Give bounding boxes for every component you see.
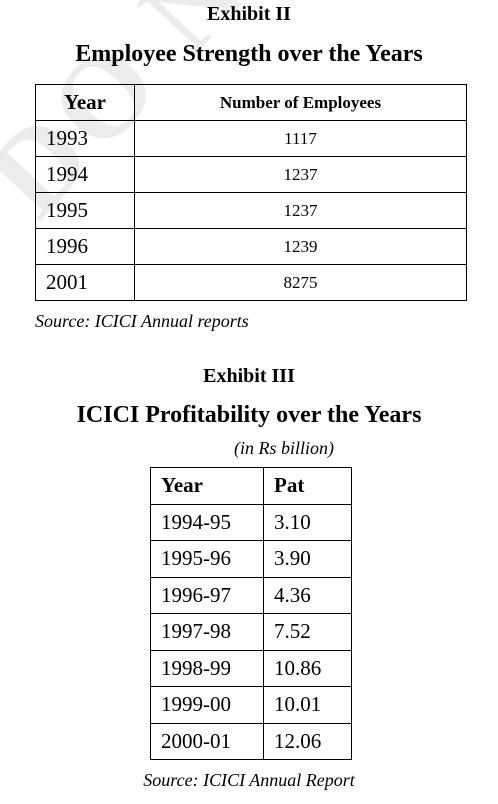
table-cell: 8275 [134, 264, 467, 301]
table-row: 1999-00 10.01 [150, 686, 352, 724]
header-cell: Year [150, 467, 264, 505]
table-cell: 1998-99 [150, 649, 264, 687]
exhibit-title: Employee Strength over the Years [75, 41, 423, 67]
table-cell: 1237 [134, 156, 467, 193]
table-cell: 1237 [134, 192, 467, 229]
table-cell: 2000-01 [150, 722, 264, 760]
table-row: 1994-95 3.10 [150, 503, 352, 541]
table-cell: 1239 [134, 228, 467, 265]
table-cell: 1997-98 [150, 613, 264, 651]
table-row: 1995-96 3.90 [150, 540, 352, 578]
table-cell: 3.10 [263, 503, 352, 541]
table-row: 1996 1239 [35, 228, 467, 265]
table-cell: 1996-97 [150, 576, 264, 614]
table-cell: 10.01 [263, 686, 352, 724]
table-row: 1998-99 10.86 [150, 649, 352, 687]
table-row: 1994 1237 [35, 156, 467, 193]
table-cell: 1993 [35, 120, 135, 157]
table-cell: 1999-00 [150, 686, 264, 724]
table-cell: 1994 [35, 156, 135, 193]
source-note: Source: ICICI Annual reports [35, 311, 249, 331]
exhibit-label: Exhibit III [203, 365, 295, 387]
exhibit-label: Exhibit II [207, 3, 291, 25]
table-row: 2001 8275 [35, 264, 467, 301]
table-row: 1997-98 7.52 [150, 613, 352, 651]
table-cell: 4.36 [263, 576, 352, 614]
table-cell: 1994-95 [150, 503, 264, 541]
header-row: Year Number of Employees [35, 84, 467, 121]
table-cell: 12.06 [263, 722, 352, 760]
table-cell: 1995-96 [150, 540, 264, 578]
table-cell: 2001 [35, 264, 135, 301]
table-cell: 10.86 [263, 649, 352, 687]
employee-table: Year Number of Employees 1993 1117 1994 1237 1… [35, 84, 467, 301]
table-row: 1993 1117 [35, 120, 467, 157]
header-cell: Number of Employees [134, 84, 467, 121]
table-cell: 3.90 [263, 540, 352, 578]
unit-note: (in Rs billion) [234, 438, 334, 458]
table-cell: 1117 [134, 120, 467, 157]
table-row: 1996-97 4.36 [150, 576, 352, 614]
header-row: Year Pat [150, 467, 352, 505]
table-cell: 1996 [35, 228, 135, 265]
table-row: 1995 1237 [35, 192, 467, 229]
table-cell: 1995 [35, 192, 135, 229]
header-cell: Year [35, 84, 135, 121]
table-row: 2000-01 12.06 [150, 722, 352, 760]
table-cell: 7.52 [263, 613, 352, 651]
header-cell: Pat [263, 467, 352, 505]
profitability-table: Year Pat 1994-95 3.10 1995-96 3.90 1996-97 4.36… [150, 467, 352, 760]
exhibit-title: ICICI Profitability over the Years [76, 402, 422, 428]
source-note: Source: ICICI Annual Report [143, 770, 355, 790]
